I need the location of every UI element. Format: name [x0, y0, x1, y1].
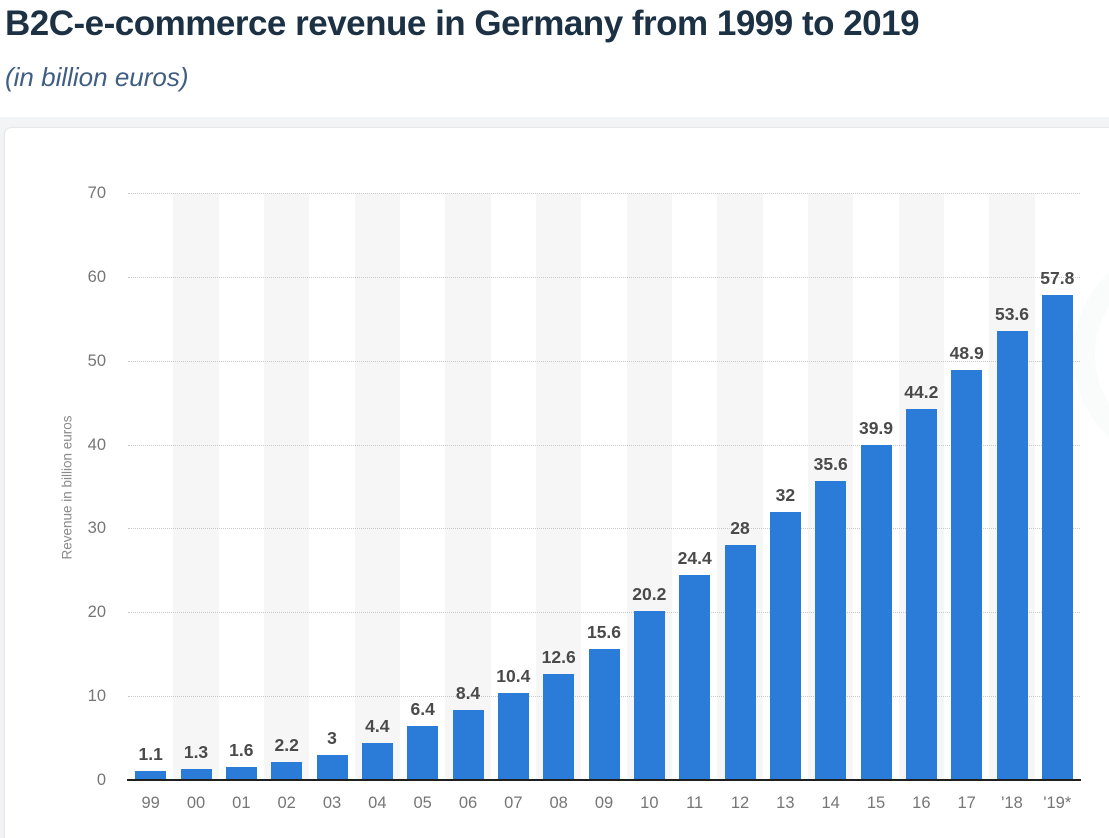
x-axis-tick-label: 16: [912, 794, 931, 812]
gridline: [128, 528, 1080, 530]
bar[interactable]: [407, 726, 439, 780]
x-axis-tick-label: 00: [186, 794, 206, 812]
y-axis-tick-label: 70: [87, 184, 106, 202]
chart-title: B2C-e-commerce revenue in Germany from 1…: [5, 4, 920, 43]
x-axis-tick-label: 08: [549, 794, 568, 812]
bar[interactable]: [543, 674, 575, 780]
bar[interactable]: [996, 331, 1028, 780]
chart-subtitle: (in billion euros): [5, 62, 189, 92]
bar[interactable]: [271, 762, 303, 780]
y-axis-tick-label: 60: [87, 267, 106, 286]
bar[interactable]: [679, 575, 711, 780]
plot-area: 1.1 1.3 1.6 2.2 3 4.4 6.4 8.4 10.4 12.6 15.6 20.2 24…: [128, 193, 1080, 780]
bar[interactable]: [361, 743, 393, 780]
bar-value-label: 2.2: [274, 735, 299, 755]
bar-value-label: 4.4: [365, 716, 390, 736]
x-axis-tick-label: 03: [322, 794, 342, 812]
bar-value-label: 1.1: [138, 744, 163, 764]
x-axis-tick-label: 04: [368, 794, 387, 812]
bar-value-label: 57.8: [1040, 268, 1075, 288]
x-axis-tick-label: '18: [1001, 794, 1023, 812]
x-axis-tick-label: 15: [866, 794, 886, 812]
y-axis-tick-label: 20: [87, 603, 106, 622]
bar-value-label: 1.6: [229, 740, 254, 760]
bar[interactable]: [452, 710, 484, 780]
column-band: [354, 193, 400, 780]
bar[interactable]: [497, 693, 529, 780]
gridline: [128, 360, 1080, 362]
bar[interactable]: [724, 545, 756, 780]
bar-value-label: 3: [327, 728, 337, 748]
bar[interactable]: [951, 370, 983, 780]
bar-value-label: 20.2: [632, 584, 667, 604]
x-axis-tick-label: 17: [957, 794, 976, 812]
column-band: [264, 193, 310, 780]
x-axis-tick-label: 02: [277, 794, 296, 812]
bar-value-label: 39.9: [858, 418, 894, 438]
column-band: [445, 193, 491, 780]
bar[interactable]: [905, 409, 937, 780]
bar-value-label: 44.2: [904, 382, 939, 402]
bar[interactable]: [180, 769, 212, 780]
bar-value-label: 28: [730, 518, 750, 538]
bar-value-label: 24.4: [677, 548, 712, 568]
x-axis-tick-label: '19*: [1043, 794, 1072, 812]
bar[interactable]: [633, 611, 665, 780]
bar[interactable]: [815, 481, 847, 780]
x-axis-tick-label: 10: [640, 794, 659, 812]
bar-value-label: 1.3: [183, 742, 209, 762]
bar-value-label: 8.4: [455, 683, 481, 703]
x-axis-tick-label: 01: [232, 794, 251, 812]
y-axis-tick-label: 50: [87, 351, 106, 370]
x-axis-tick-label: 06: [458, 794, 478, 812]
bar[interactable]: [225, 767, 257, 780]
x-axis-tick-label: 11: [686, 794, 704, 812]
bar-value-label: 35.6: [813, 454, 848, 474]
bar[interactable]: [769, 512, 801, 780]
x-axis-tick-label: 99: [141, 794, 160, 812]
x-axis-line: [127, 779, 1081, 781]
y-axis-tick-label: 0: [96, 771, 106, 789]
y-axis-tick-label: 30: [87, 519, 106, 538]
bar-value-label: 32: [775, 485, 796, 505]
gridline: [128, 612, 1080, 614]
x-axis-tick-label: 14: [821, 794, 840, 812]
gridline: [128, 193, 1080, 194]
bar[interactable]: [588, 649, 620, 780]
x-axis-tick-label: 13: [776, 794, 795, 812]
bar[interactable]: [316, 755, 348, 780]
gridline: [128, 444, 1080, 446]
bar[interactable]: [135, 771, 167, 780]
x-axis-tick-label: 05: [413, 794, 432, 812]
x-axis-tick-label: 07: [504, 794, 523, 812]
bar[interactable]: [860, 445, 892, 780]
bar-value-label: 48.9: [949, 343, 984, 363]
chart-header: B2C-e-commerce revenue in Germany from 1…: [0, 0, 1109, 117]
x-axis-tick-label: 12: [730, 794, 750, 812]
y-axis-title: Revenue in billion euros: [59, 415, 75, 560]
y-axis-tick-label: 10: [87, 687, 106, 706]
bar-value-label: 15.6: [586, 622, 622, 642]
bar[interactable]: [1041, 295, 1073, 780]
bar-value-label: 10.4: [496, 666, 531, 686]
bar-value-label: 6.4: [410, 699, 435, 719]
bar-value-label: 53.6: [994, 304, 1030, 324]
y-axis-tick-label: 40: [87, 435, 106, 454]
x-axis-tick-label: 09: [594, 794, 614, 812]
bar-value-label: 12.6: [541, 647, 576, 667]
column-band: [173, 193, 219, 780]
gridline: [128, 276, 1080, 278]
